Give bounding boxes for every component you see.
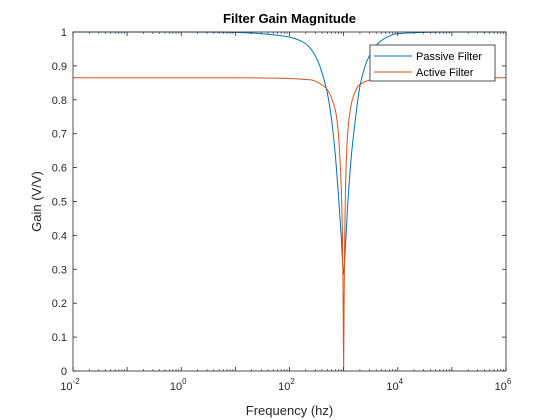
legend-box (369, 44, 496, 82)
x-axis-label: Frequency (hz) (246, 403, 333, 418)
series-line-active-filter (72, 77, 506, 372)
y-tick-label: 0.6 (52, 163, 67, 175)
tick-marks (72, 31, 507, 372)
axes-background (73, 32, 506, 371)
y-tick-label: 0 (61, 366, 67, 378)
legend-label-passive-filter: Passive Filter (416, 51, 482, 63)
y-tick-labels: 0 0.1 0.2 0.3 0.4 0.5 0.6 0.7 0.8 0.9 1 (52, 27, 67, 378)
x-tick-labels: 10-2 100 102 104 106 (60, 377, 512, 393)
series-group (72, 31, 506, 372)
y-tick-label: 0.3 (52, 264, 67, 276)
y-tick-label: 0.8 (52, 95, 67, 107)
x-tick-label: 106 (495, 377, 512, 393)
y-tick-label: 0.7 (52, 129, 67, 141)
x-tick-label: 100 (170, 377, 187, 393)
y-tick-label: 1 (61, 27, 67, 39)
plot-area (72, 31, 507, 372)
legend: Passive Filter Active Filter (369, 44, 496, 82)
y-tick-label: 0.1 (52, 332, 67, 344)
x-tick-label: 104 (386, 377, 403, 393)
y-axis-label: Gain (V/V) (29, 171, 44, 232)
legend-label-active-filter: Active Filter (416, 67, 474, 79)
x-tick-label: 102 (278, 377, 295, 393)
x-tick-label: 10-2 (60, 377, 80, 393)
y-tick-label: 0.5 (52, 197, 67, 209)
y-tick-label: 0.2 (52, 298, 67, 310)
chart-title: Filter Gain Magnitude (223, 11, 356, 26)
y-tick-label: 0.9 (52, 61, 67, 73)
y-tick-label: 0.4 (52, 230, 67, 242)
